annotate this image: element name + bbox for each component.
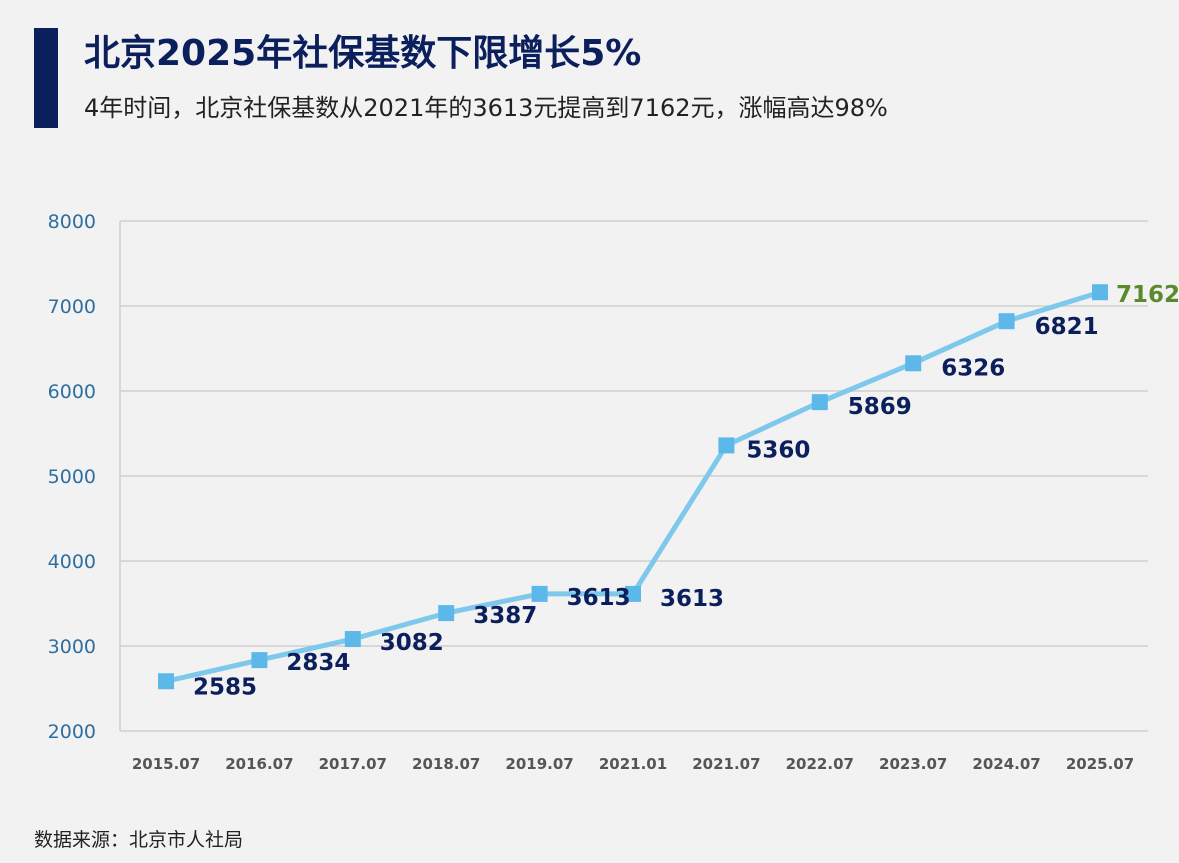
chart-subtitle: 4年时间，北京社保基数从2021年的3613元提高到7162元，涨幅高达98%: [84, 94, 888, 122]
data-point-2021.01: [625, 585, 641, 602]
data-point-2025.07: [1092, 284, 1108, 301]
x-tick-label: 2023.07: [879, 755, 947, 773]
data-label-2023.07: 6326: [941, 355, 1005, 381]
x-tick-label: 2022.07: [786, 755, 854, 773]
data-source-note: 数据来源：北京市人社局: [34, 829, 244, 851]
data-point-2018.07: [438, 605, 455, 622]
series-line: [163, 289, 1103, 684]
x-tick-label: 2019.07: [505, 755, 573, 773]
y-tick-label: 2000: [48, 721, 96, 743]
x-tick-label: 2021.07: [692, 755, 760, 773]
y-tick-label: 6000: [48, 381, 96, 403]
y-tick-label: 7000: [48, 296, 96, 318]
data-label-2021.01: 3613: [660, 586, 724, 612]
x-tick-label: 2024.07: [972, 755, 1040, 773]
y-tick-label: 8000: [48, 211, 96, 233]
data-label-2018.07: 3387: [473, 603, 537, 629]
data-label-2022.07: 5869: [848, 394, 912, 420]
series-line-group: [163, 289, 1103, 684]
y-axis-ticks: 2000 3000 4000 5000 6000 7000 8000: [48, 211, 96, 743]
data-point-2017.07: [344, 631, 361, 648]
x-axis-ticks: 2015.07 2016.07 2017.07 2018.07 2019.07 2021.…: [132, 755, 1134, 773]
y-tick-label: 5000: [48, 466, 96, 488]
x-tick-label: 2021.01: [599, 755, 667, 773]
title-accent-bar: [34, 28, 58, 128]
data-point-2015.07: [158, 673, 174, 690]
data-point-2016.07: [251, 652, 268, 669]
markers-group: [158, 284, 1108, 690]
data-labels-group: 2585 2834 3082 3387 3613 3613 5360 5869 6326 6821…: [193, 282, 1179, 700]
data-label-2015.07: 2585: [193, 674, 257, 700]
data-point-2024.07: [998, 313, 1015, 330]
data-label-2025.07: 7162: [1116, 282, 1179, 308]
grid-lines: [119, 220, 1148, 732]
x-tick-label: 2017.07: [319, 755, 387, 773]
data-point-2019.07: [531, 585, 548, 602]
chart-title: 北京2025年社保基数下限增长5%: [84, 33, 642, 74]
x-tick-label: 2016.07: [225, 755, 293, 773]
y-tick-label: 3000: [48, 636, 96, 658]
data-label-2017.07: 3082: [380, 630, 444, 656]
data-label-2019.07: 3613: [567, 585, 631, 611]
data-point-2023.07: [905, 355, 922, 372]
data-label-2016.07: 2834: [286, 650, 350, 676]
data-label-2024.07: 6821: [1035, 314, 1099, 340]
data-point-2021.07: [718, 437, 735, 454]
data-label-2021.07: 5360: [746, 437, 810, 463]
y-tick-label: 4000: [48, 551, 96, 573]
x-tick-label: 2025.07: [1066, 755, 1134, 773]
data-point-2022.07: [811, 394, 828, 411]
x-tick-label: 2018.07: [412, 755, 480, 773]
x-tick-label: 2015.07: [132, 755, 200, 773]
